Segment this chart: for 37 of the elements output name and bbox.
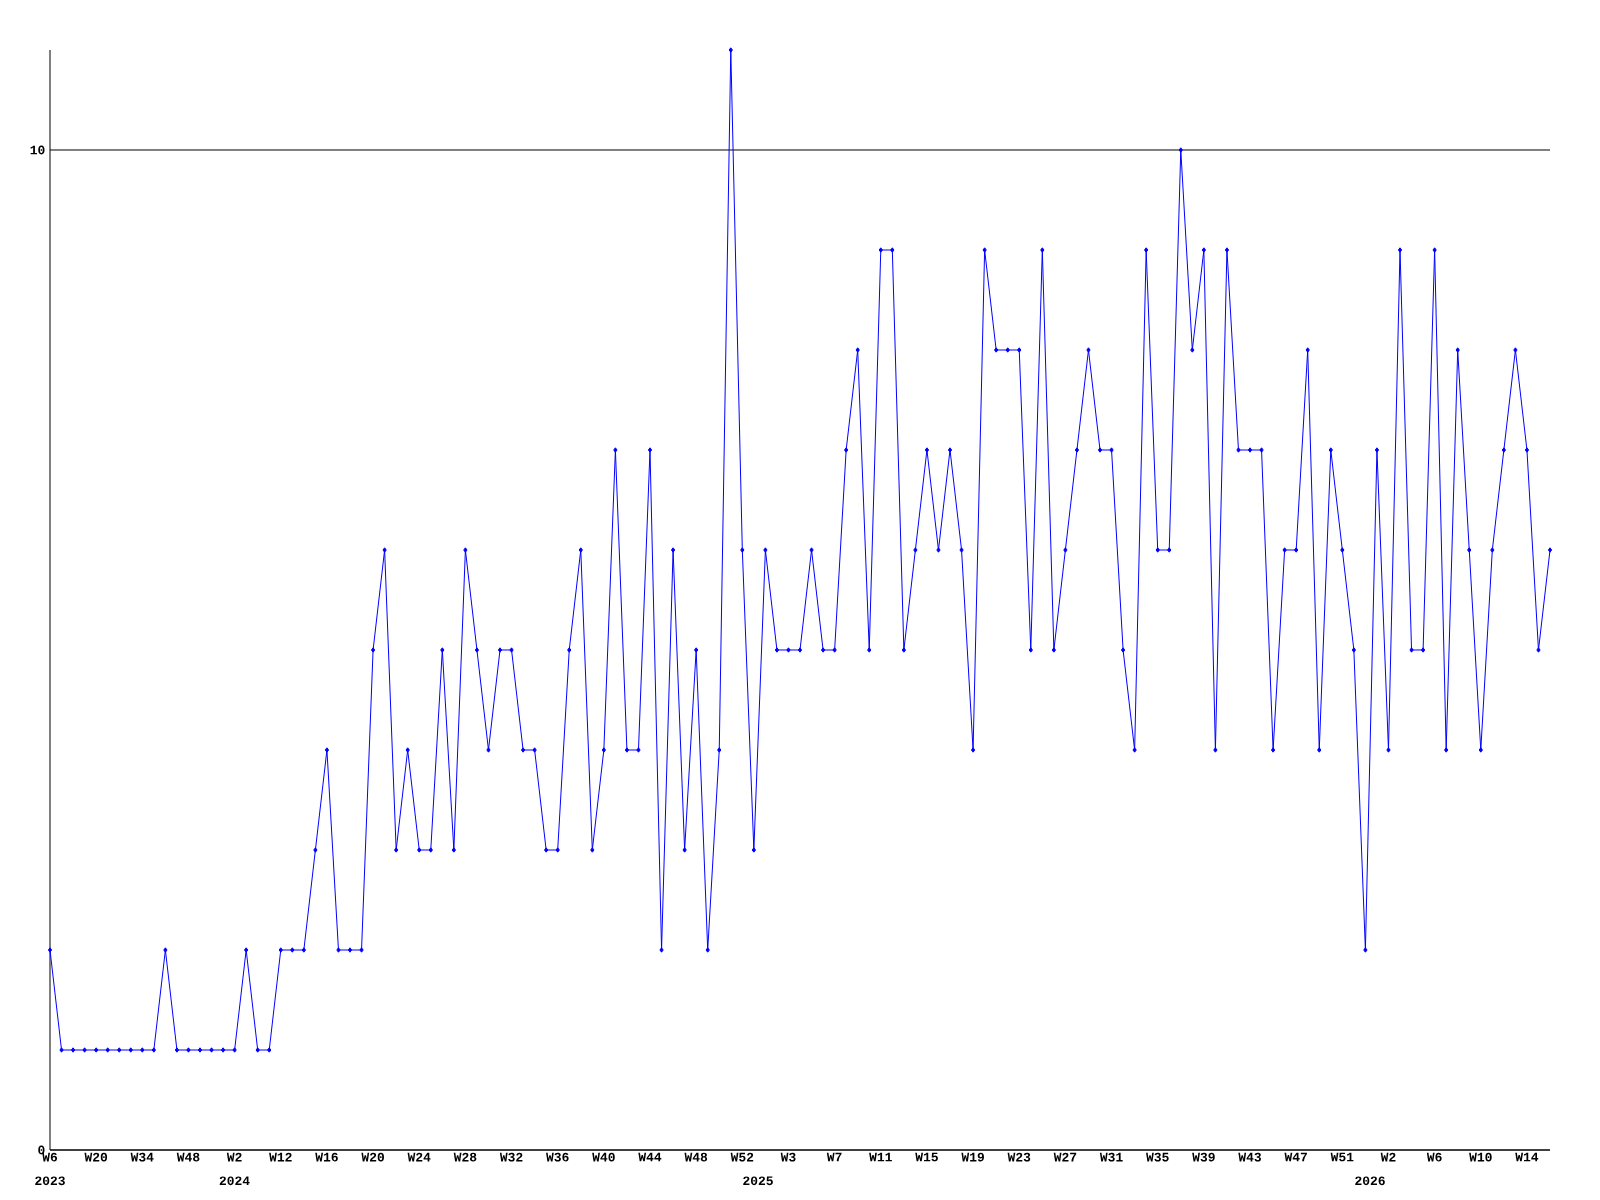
x-tick-label: W19 [961,1152,984,1162]
x-tick-label: W35 [1146,1152,1169,1162]
x-tick-label: W43 [1238,1152,1261,1162]
x-tick-label: W24 [407,1152,431,1162]
x-tick-label: W51 [1330,1152,1354,1162]
x-tick-label: W10 [1469,1152,1492,1162]
x-tick-label: W23 [1007,1152,1031,1162]
x-tick-label: W39 [1192,1152,1215,1162]
x-tick-label: W31 [1099,1152,1123,1162]
x-tick-label: W28 [453,1152,477,1162]
x-tick-label: W15 [915,1152,938,1162]
x-tick-label: W3 [780,1152,796,1162]
text: 2026 [1355,1176,1385,1186]
x-tick-label: W20 [361,1152,384,1162]
y-tick-label: 10 [30,145,45,155]
x-tick-label: W36 [546,1152,569,1162]
x-tick-label: W11 [869,1152,892,1162]
x-tick-label: W14 [1515,1152,1539,1162]
x-tick-label: W44 [638,1152,662,1162]
x-tick-label: W20 [84,1152,108,1162]
text: 2023 [35,1176,65,1186]
x-tick-label: W48 [176,1152,200,1162]
x-tick-label: W27 [1053,1152,1077,1162]
text: 2024 [219,1176,250,1186]
x-tick-label: W40 [592,1152,615,1162]
x-tick-label: W6 [1426,1152,1442,1162]
x-tick-label: W2 [226,1152,242,1162]
x-tick-label: W12 [269,1152,292,1162]
x-tick-label: W48 [684,1152,708,1162]
x-tick-label: W32 [499,1152,523,1162]
x-tick-label: W52 [730,1152,754,1162]
x-tick-label: W34 [130,1152,154,1162]
text: 2025 [743,1176,773,1186]
x-tick-label: W2 [1380,1152,1396,1162]
x-tick-label: W7 [826,1152,842,1162]
x-tick-label: W47 [1284,1152,1307,1162]
x-tick-label: W16 [315,1152,338,1162]
